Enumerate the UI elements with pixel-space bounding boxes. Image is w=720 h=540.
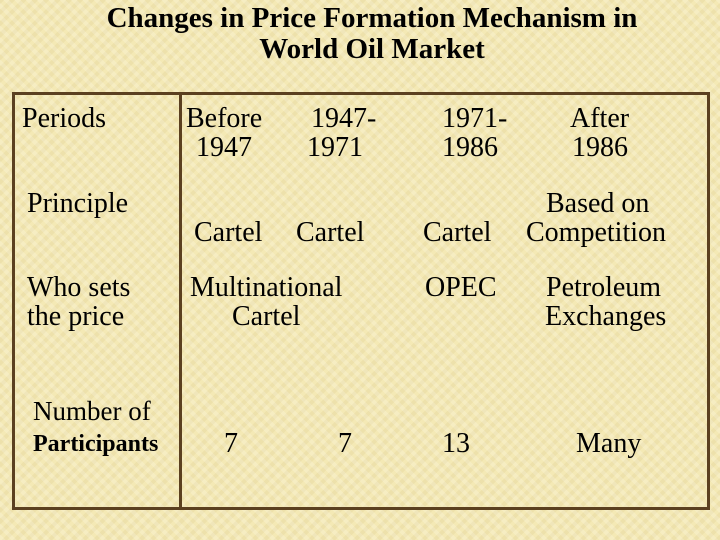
period-before-1947-line2: 1947 [196,132,252,163]
slide-title-line1: Changes in Price Formation Mechanism in [106,2,638,34]
price-setter-exchanges-line2: Exchanges [545,301,667,332]
price-setter-multinational-line1: Multinational [190,272,343,303]
price-setter-exchanges-line1: Petroleum [546,272,662,303]
period-1947-1971-line2: 1971 [307,132,363,163]
principle-1971-1986: Cartel [423,217,492,248]
price-setter-multinational-line2: Cartel [232,301,301,332]
principle-before-1947: Cartel [194,217,263,248]
row-label-who-sets-line2: the price [27,301,125,332]
price-setter-opec: OPEC [425,272,497,303]
row-label-participants-line2: Participants [33,431,159,457]
period-after-1986-line1: After [570,103,630,134]
row-label-periods: Periods [22,103,106,134]
participants-before-1947: 7 [224,428,238,459]
period-1971-1986-line1: 1971- [442,103,508,134]
participants-1971-1986: 13 [442,428,470,459]
label-column-divider [179,92,182,510]
period-1947-1971-line1: 1947- [311,103,377,134]
participants-1947-1971: 7 [338,428,352,459]
period-1971-1986-line2: 1986 [442,132,498,163]
table-frame [12,92,710,510]
slide-title-line2: World Oil Market [259,33,485,65]
row-label-participants-line1: Number of [33,396,151,426]
period-before-1947-line1: Before [186,103,263,134]
principle-after-1986-line1: Based on [546,188,650,219]
row-label-principle: Principle [27,188,129,219]
principle-after-1986-line2: Competition [526,217,666,248]
period-after-1986-line2: 1986 [572,132,628,163]
participants-after-1986: Many [576,428,642,459]
principle-1947-1971: Cartel [296,217,365,248]
row-label-who-sets-line1: Who sets [27,272,131,303]
